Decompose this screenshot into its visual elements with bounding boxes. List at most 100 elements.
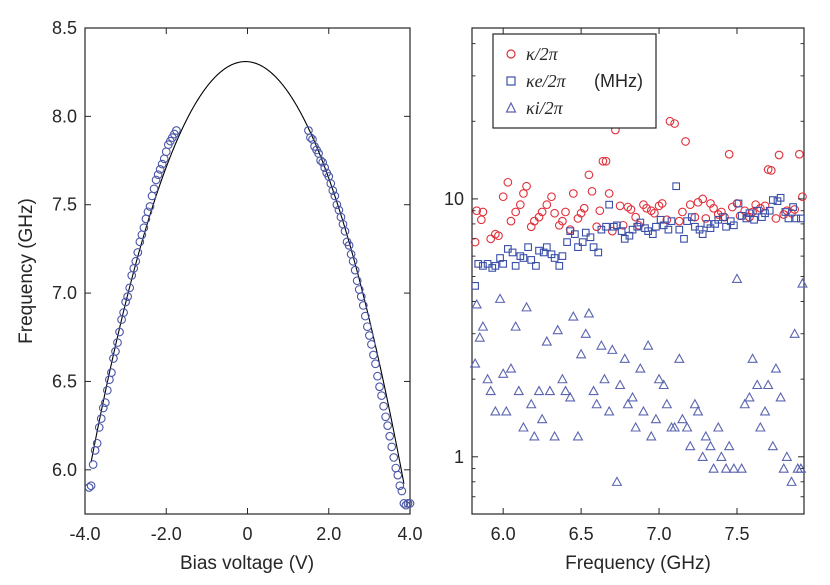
data-point-measured <box>350 265 360 275</box>
legend-label-kappa-e: κe/2π <box>526 71 567 91</box>
data-point-kappa-i <box>606 344 618 354</box>
data-point-kappa <box>670 119 679 128</box>
data-point-kappa-i <box>736 463 747 473</box>
right-x-tick-label: 6.0 <box>491 524 516 544</box>
data-point-kappa-e <box>578 238 587 246</box>
data-point-measured <box>352 276 362 286</box>
data-point-measured <box>369 350 378 360</box>
data-point-kappa-i <box>549 430 560 441</box>
data-point-kappa <box>618 220 628 230</box>
data-point-kappa-e <box>667 217 676 225</box>
data-point-kappa <box>678 207 687 217</box>
data-point-kappa-e <box>613 221 621 230</box>
left-x-tick-label: -2.0 <box>151 524 182 544</box>
data-point-kappa-e <box>527 256 536 264</box>
data-point-kappa-i <box>494 293 506 303</box>
data-point-measured <box>332 200 342 210</box>
data-point-measured <box>385 431 395 441</box>
data-point-kappa-i <box>560 385 571 396</box>
data-point-kappa-e <box>797 214 805 223</box>
legend-marker-triangle <box>505 101 517 113</box>
right-y-tick-label: 1 <box>454 447 464 467</box>
right-y-ticks: 1 10 <box>444 43 804 515</box>
legend-marker-square <box>506 76 516 86</box>
data-point-kappa-i <box>669 421 680 432</box>
data-point-kappa-i <box>712 421 724 432</box>
data-point-kappa <box>519 189 528 198</box>
data-point-kappa-i <box>525 398 537 409</box>
data-point-kappa <box>665 116 675 126</box>
data-point-measured <box>381 412 390 422</box>
data-point-kappa-i <box>599 373 610 384</box>
data-point-kappa-i <box>485 385 497 396</box>
data-point-kappa-i <box>658 379 670 390</box>
data-point-kappa <box>626 205 636 214</box>
data-point-kappa-e <box>550 254 559 262</box>
data-point-kappa-e <box>636 218 645 227</box>
data-point-kappa-i <box>723 440 735 451</box>
data-point-measured <box>113 338 122 347</box>
data-point-kappa-i <box>557 373 568 384</box>
data-point-kappa <box>681 137 690 146</box>
data-point-kappa-e <box>474 259 483 268</box>
data-point-kappa <box>698 194 708 204</box>
data-point-kappa-i <box>533 385 545 396</box>
left-x-tick-label: 0 <box>242 524 252 544</box>
data-point-kappa-i <box>700 430 712 441</box>
left-x-tick-label: 4.0 <box>397 524 422 544</box>
data-point-measured <box>383 421 393 430</box>
data-point-kappa-e <box>483 259 492 268</box>
legend-label-kappa-i: κi/2π <box>526 98 564 118</box>
data-point-kappa-e <box>586 233 595 242</box>
data-point-kappa-i <box>482 373 493 384</box>
left-y-ticks: 6.0 6.5 7.0 7.5 8.0 8.5 <box>52 18 410 480</box>
data-point-kappa-e <box>499 259 508 268</box>
data-point-kappa-e <box>706 224 715 233</box>
data-point-kappa <box>568 189 578 198</box>
data-point-kappa-e <box>532 262 540 270</box>
right-x-tick-label: 6.5 <box>569 524 594 544</box>
data-point-measured <box>360 311 370 321</box>
data-point-kappa-i <box>471 298 483 309</box>
data-point-kappa-i <box>552 324 564 335</box>
right-marks <box>469 116 808 486</box>
data-point-kappa-i <box>572 430 584 441</box>
data-point-kappa-i <box>744 391 755 402</box>
data-point-kappa-i <box>521 301 532 312</box>
data-point-kappa-i <box>510 320 521 331</box>
data-point-kappa-i <box>627 391 638 402</box>
left-chart: -4.0 -2.0 0 2.0 4.0 6.0 6.5 7.0 7.5 8.0 8.5 Bias … <box>16 18 423 574</box>
data-point-kappa-e <box>558 252 567 260</box>
data-point-kappa <box>595 206 605 216</box>
data-point-kappa-i <box>630 421 641 432</box>
data-point-kappa-e <box>594 248 603 257</box>
data-point-kappa-e <box>535 246 543 255</box>
data-point-kappa-i <box>681 421 693 432</box>
data-point-measured <box>316 156 325 165</box>
data-point-kappa-i <box>544 385 556 396</box>
data-point-kappa-i <box>786 476 797 486</box>
data-point-kappa-e <box>511 262 520 270</box>
data-point-kappa <box>584 170 594 180</box>
data-point-measured <box>371 359 380 369</box>
data-point-kappa-i <box>497 368 509 378</box>
data-point-kappa-e <box>776 193 785 202</box>
data-point-kappa-i <box>500 405 512 416</box>
data-point-kappa <box>798 192 807 202</box>
data-point-measured <box>397 486 407 496</box>
data-point-kappa-i <box>588 385 599 396</box>
data-point-kappa-e <box>737 211 746 220</box>
data-point-kappa <box>598 156 608 166</box>
data-point-measured <box>172 126 181 135</box>
fit-line <box>90 61 405 484</box>
data-point-kappa-i <box>775 391 786 402</box>
data-point-kappa-i <box>705 440 716 451</box>
data-point-kappa-i <box>596 340 607 350</box>
data-point-kappa <box>706 199 715 208</box>
left-x-axis-label: Bias voltage (V) <box>180 553 314 574</box>
legend-entry-kappa-i: κi/2π <box>505 98 564 118</box>
data-point-kappa <box>790 205 799 214</box>
data-point-kappa-i <box>781 451 793 461</box>
data-point-measured <box>379 401 388 411</box>
data-point-kappa-e <box>730 221 738 230</box>
